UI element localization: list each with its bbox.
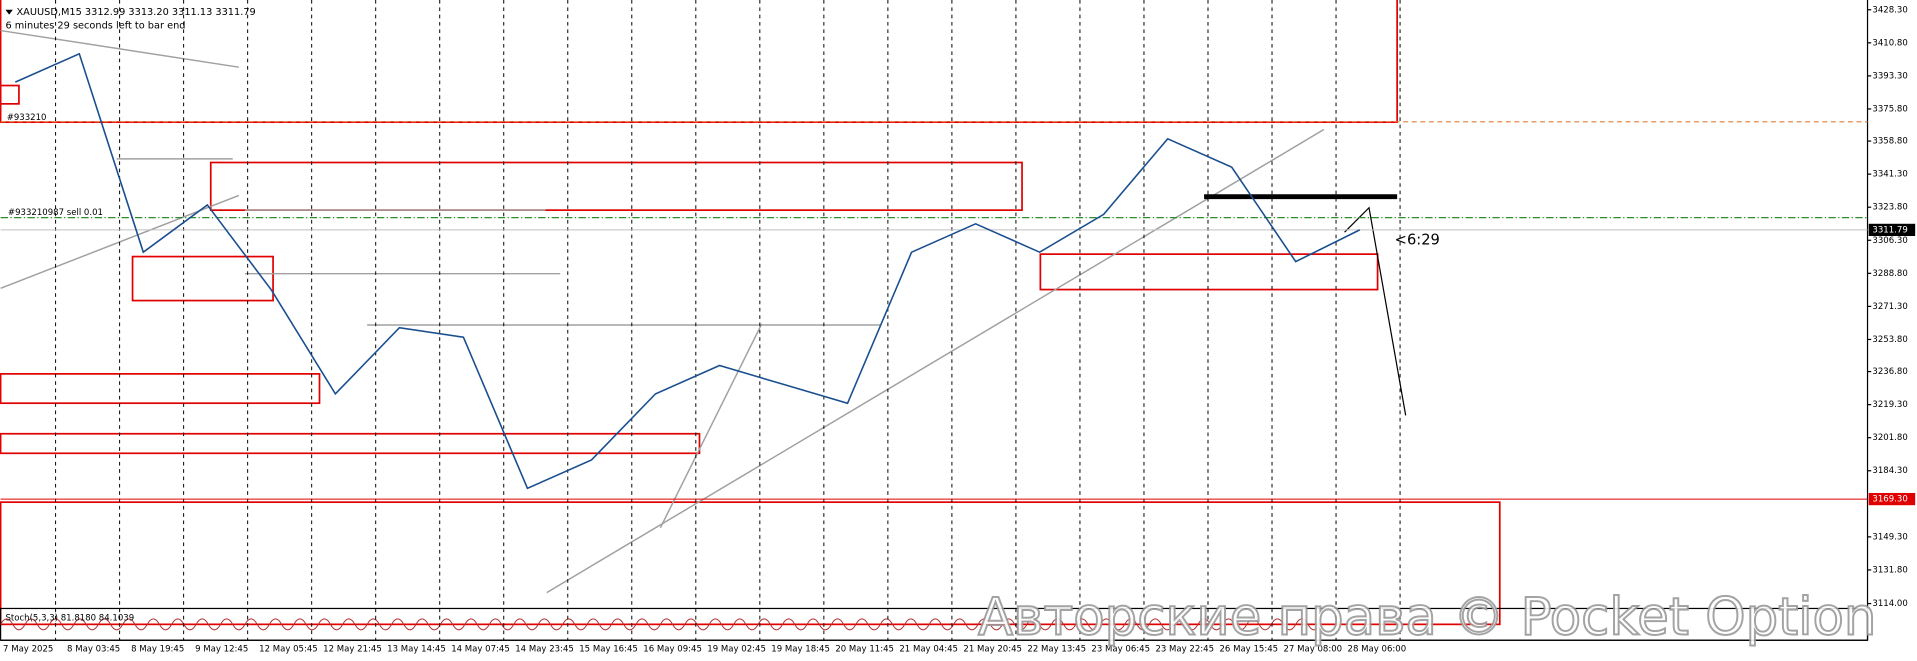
x-tick-label: 14 May 07:45 — [451, 644, 510, 654]
x-tick-label: 12 May 05:45 — [259, 644, 318, 654]
y-tick-label: 3306.30 — [1872, 236, 1907, 246]
y-tick-label: 3201.80 — [1872, 433, 1907, 443]
zone — [1039, 253, 1379, 291]
x-tick-label: 23 May 06:45 — [1091, 644, 1150, 654]
zone — [0, 432, 701, 455]
x-tick-label: 23 May 22:45 — [1155, 644, 1214, 654]
x-tick-label: 28 May 06:00 — [1348, 644, 1407, 654]
trend-lines — [0, 29, 1407, 594]
y-tick-label: 3393.30 — [1872, 71, 1907, 81]
alert-label: 3169.30 — [1872, 495, 1907, 505]
zone — [0, 373, 321, 405]
chart-subtitle: 6 minutes 29 seconds left to bar end — [5, 21, 185, 32]
zone — [0, 0, 1398, 124]
x-tick-label: 26 May 15:45 — [1219, 644, 1278, 654]
y-tick-label: 3114.00 — [1872, 599, 1907, 609]
x-tick-label: 13 May 14:45 — [387, 644, 446, 654]
x-tick-label: 14 May 23:45 — [515, 644, 574, 654]
watermark: Авторские права © Pocket Option — [978, 588, 1876, 648]
x-tick-label: 20 May 11:45 — [835, 644, 894, 654]
y-tick-label: 3271.30 — [1872, 302, 1907, 312]
y-tick-label: 3184.30 — [1872, 466, 1907, 476]
x-tick-label: 7 May 2025 — [3, 644, 53, 654]
y-tick-label: 3219.30 — [1872, 400, 1907, 410]
zone — [0, 501, 1501, 626]
y-tick-label: 3341.30 — [1872, 170, 1907, 180]
y-tick-label: 3323.80 — [1872, 203, 1907, 213]
alert-tag — [1868, 492, 1916, 506]
price-tag — [1868, 223, 1916, 237]
y-tick-label: 3375.80 — [1872, 104, 1907, 114]
x-tick-label: 8 May 19:45 — [131, 644, 184, 654]
y-tick-label: 3288.80 — [1872, 269, 1907, 279]
zone — [131, 255, 274, 302]
order-label: #933210 — [7, 113, 47, 123]
y-tick-label: 3410.80 — [1872, 38, 1907, 48]
x-tick-label: 19 May 02:45 — [707, 644, 766, 654]
x-tick-label: 9 May 12:45 — [195, 644, 248, 654]
indicator-label: Stoch(5,3,3) 81.8180 84.1039 — [5, 614, 134, 624]
zone — [0, 84, 20, 105]
y-tick-label: 3149.30 — [1872, 532, 1907, 542]
menu-arrow — [5, 9, 13, 15]
chart-title: XAUUSD,M15 3312.99 3313.20 3311.13 3311.… — [16, 7, 255, 18]
trend-line — [659, 323, 763, 529]
zones — [0, 0, 1501, 626]
x-tick-label: 15 May 16:45 — [579, 644, 638, 654]
y-tick-label: 3236.80 — [1872, 367, 1907, 377]
y-tick-label: 3253.80 — [1872, 335, 1907, 345]
price-label: 3311.79 — [1872, 225, 1907, 235]
y-tick-label: 3358.80 — [1872, 137, 1907, 147]
x-tick-label: 21 May 20:45 — [963, 644, 1022, 654]
y-tick-label: 3428.30 — [1872, 5, 1907, 15]
zone — [209, 161, 1023, 212]
x-tick-label: 22 May 13:45 — [1027, 644, 1086, 654]
projection — [1344, 206, 1407, 416]
trend-line — [0, 29, 239, 68]
trend-line — [546, 128, 1325, 594]
x-tick-label: 21 May 04:45 — [899, 644, 958, 654]
x-tick-label: 8 May 03:45 — [67, 644, 120, 654]
indicator-line — [0, 618, 1321, 631]
x-tick-label: 27 May 08:00 — [1284, 644, 1343, 654]
x-tick-label: 19 May 18:45 — [771, 644, 830, 654]
x-tick-label: 16 May 09:45 — [643, 644, 702, 654]
x-tick-label: 12 May 21:45 — [323, 644, 382, 654]
timer-label: <6:29 — [1395, 232, 1440, 249]
price-series — [14, 52, 1361, 490]
y-tick-label: 3131.80 — [1872, 565, 1907, 575]
